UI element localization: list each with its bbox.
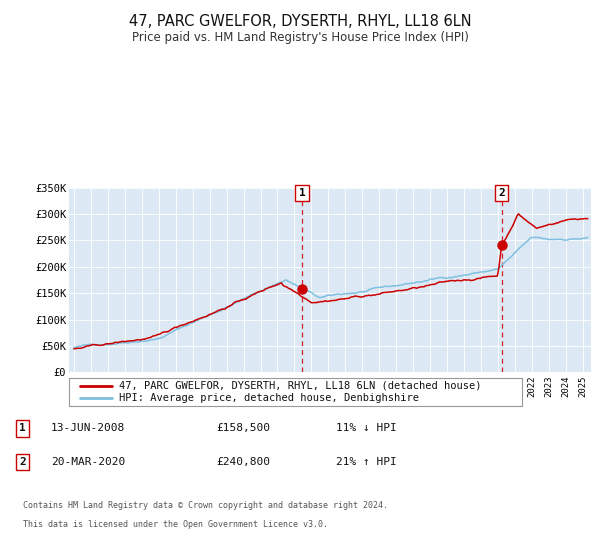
Text: £158,500: £158,500 — [216, 423, 270, 433]
Text: Contains HM Land Registry data © Crown copyright and database right 2024.: Contains HM Land Registry data © Crown c… — [23, 501, 388, 510]
Text: 1: 1 — [299, 188, 305, 198]
Text: 2: 2 — [498, 188, 505, 198]
Text: 47, PARC GWELFOR, DYSERTH, RHYL, LL18 6LN (detached house): 47, PARC GWELFOR, DYSERTH, RHYL, LL18 6L… — [119, 381, 481, 391]
Text: This data is licensed under the Open Government Licence v3.0.: This data is licensed under the Open Gov… — [23, 520, 328, 529]
Text: 20-MAR-2020: 20-MAR-2020 — [51, 457, 125, 467]
Text: £240,800: £240,800 — [216, 457, 270, 467]
Text: HPI: Average price, detached house, Denbighshire: HPI: Average price, detached house, Denb… — [119, 393, 419, 403]
Text: 21% ↑ HPI: 21% ↑ HPI — [336, 457, 397, 467]
Text: 2: 2 — [19, 457, 26, 467]
Text: 13-JUN-2008: 13-JUN-2008 — [51, 423, 125, 433]
Text: 1: 1 — [19, 423, 26, 433]
Text: 11% ↓ HPI: 11% ↓ HPI — [336, 423, 397, 433]
Text: 47, PARC GWELFOR, DYSERTH, RHYL, LL18 6LN: 47, PARC GWELFOR, DYSERTH, RHYL, LL18 6L… — [128, 14, 472, 29]
Text: Price paid vs. HM Land Registry's House Price Index (HPI): Price paid vs. HM Land Registry's House … — [131, 31, 469, 44]
